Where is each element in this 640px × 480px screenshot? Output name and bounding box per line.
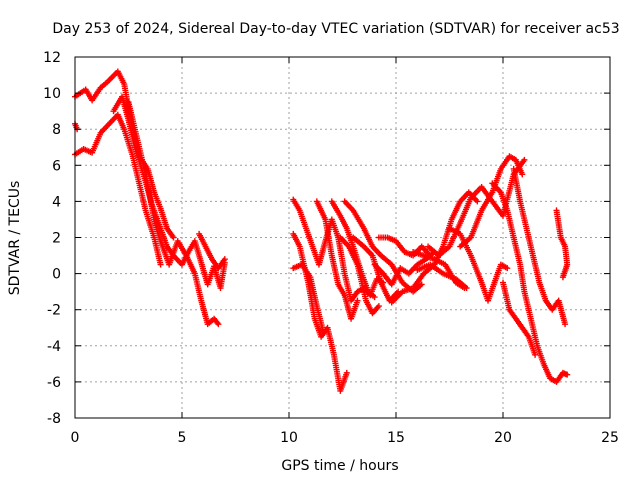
- data-point: [418, 281, 425, 288]
- series-track-3: [72, 111, 164, 268]
- series-track-12: [337, 234, 382, 317]
- y-tick-label: 10: [43, 86, 61, 102]
- y-tick-label: -4: [47, 339, 61, 355]
- data-point: [562, 321, 569, 328]
- series-track-23: [489, 180, 571, 385]
- series-track-10: [313, 198, 361, 322]
- y-tick-label: -2: [47, 303, 61, 319]
- series-track-25: [500, 279, 539, 358]
- series-track-21: [446, 225, 511, 304]
- y-tick-label: 6: [52, 158, 61, 174]
- data-point: [504, 265, 511, 272]
- data-point: [221, 256, 228, 263]
- data-point: [354, 297, 361, 304]
- series-track-24: [510, 165, 569, 328]
- data-point: [564, 371, 571, 378]
- x-tick-label: 20: [494, 430, 512, 446]
- series-track-20: [414, 261, 470, 292]
- data-point: [559, 274, 566, 281]
- axes-frame: [74, 56, 611, 419]
- x-tick-label: 0: [71, 430, 80, 446]
- x-tick-label: 5: [178, 430, 187, 446]
- data-point: [157, 261, 164, 268]
- data-point: [521, 156, 528, 163]
- series-track-26: [553, 207, 571, 281]
- y-tick-label: 2: [52, 231, 61, 247]
- tick-labels: 0 5 10 15 20 25 -8 -6 -4 -2 0 2 4 6 8 10 12: [43, 50, 619, 446]
- y-tick-label: 8: [52, 122, 61, 138]
- data-point: [474, 198, 481, 205]
- y-axis-title: SDTVAR / TECUs: [7, 181, 23, 296]
- y-tick-label: 4: [52, 194, 61, 210]
- series-track-6: [196, 230, 228, 272]
- data-point: [343, 369, 350, 376]
- data-point: [463, 285, 470, 292]
- x-axis-title: GPS time / hours: [281, 458, 398, 474]
- x-tick-label: 25: [601, 430, 619, 446]
- data-point: [371, 294, 378, 301]
- chart-title: Day 253 of 2024, Sidereal Day-to-day VTE…: [52, 21, 619, 37]
- data-point: [215, 321, 222, 328]
- data-point: [532, 351, 539, 358]
- data-point: [375, 303, 382, 310]
- x-tick-label: 15: [387, 430, 405, 446]
- y-tick-label: 0: [52, 267, 61, 283]
- data-point: [320, 328, 327, 335]
- data-markers: [72, 68, 571, 394]
- series-track-5: [125, 99, 222, 328]
- y-tick-label: 12: [43, 50, 61, 66]
- data-point: [519, 171, 526, 178]
- y-tick-label: -8: [47, 411, 61, 427]
- data-point: [170, 234, 177, 241]
- x-tick-label: 10: [280, 430, 298, 446]
- y-tick-label: -6: [47, 375, 61, 391]
- series-track-9: [290, 261, 327, 335]
